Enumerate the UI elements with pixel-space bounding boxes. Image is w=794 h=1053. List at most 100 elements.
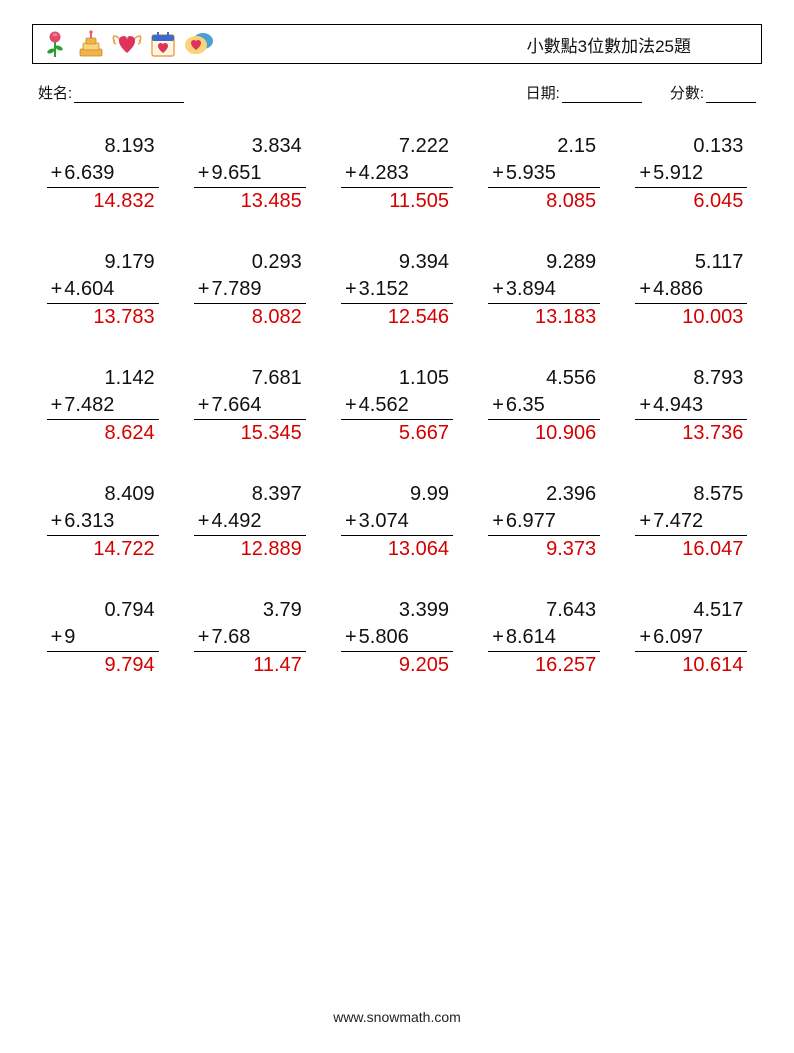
problem: 8.409+6.31314.722 — [47, 481, 159, 563]
answer: 13.064 — [341, 536, 453, 563]
operator-row: +3.152 — [341, 276, 453, 304]
operator-row: +4.886 — [635, 276, 747, 304]
name-blank[interactable] — [74, 88, 184, 103]
answer: 11.47 — [194, 652, 306, 679]
answer: 8.085 — [488, 188, 600, 215]
date-blank[interactable] — [562, 88, 642, 103]
problem: 9.289+3.89413.183 — [488, 249, 600, 331]
problem: 3.79+7.6811.47 — [194, 597, 306, 679]
operand-b: 4.283 — [359, 160, 449, 187]
operator-row: +4.943 — [635, 392, 747, 420]
answer: 8.624 — [47, 420, 159, 447]
answer: 9.373 — [488, 536, 600, 563]
answer: 12.546 — [341, 304, 453, 331]
worksheet-page: 小數點3位數加法25題 姓名: 日期: 分數: 8.193+6.63914.83… — [0, 0, 794, 1053]
operand-b: 7.482 — [64, 392, 154, 419]
operand-a: 8.397 — [194, 481, 306, 508]
problems-grid: 8.193+6.63914.832 3.834+9.65113.485 7.222+… — [32, 133, 762, 679]
problem: 7.643+8.61416.257 — [488, 597, 600, 679]
operator-row: +7.472 — [635, 508, 747, 536]
answer: 10.906 — [488, 420, 600, 447]
operator-row: +7.789 — [194, 276, 306, 304]
operator: + — [51, 624, 63, 651]
operand-b: 6.313 — [64, 508, 154, 535]
operator: + — [345, 392, 357, 419]
problem: 4.517+6.09710.614 — [635, 597, 747, 679]
operator-row: +9.651 — [194, 160, 306, 188]
problem: 3.834+9.65113.485 — [194, 133, 306, 215]
operand-b: 5.912 — [653, 160, 743, 187]
answer: 5.667 — [341, 420, 453, 447]
operand-a: 0.293 — [194, 249, 306, 276]
header-icons — [39, 28, 215, 60]
operand-b: 3.152 — [359, 276, 449, 303]
operand-a: 3.399 — [341, 597, 453, 624]
operator-row: +4.562 — [341, 392, 453, 420]
operator-row: +5.912 — [635, 160, 747, 188]
operand-a: 8.193 — [47, 133, 159, 160]
score-blank[interactable] — [706, 88, 756, 103]
answer: 12.889 — [194, 536, 306, 563]
problem: 7.222+4.28311.505 — [341, 133, 453, 215]
operator: + — [639, 160, 651, 187]
problem: 7.681+7.66415.345 — [194, 365, 306, 447]
operator-row: +4.492 — [194, 508, 306, 536]
operator: + — [492, 508, 504, 535]
operand-a: 4.517 — [635, 597, 747, 624]
operand-a: 3.834 — [194, 133, 306, 160]
operator: + — [51, 508, 63, 535]
answer: 10.003 — [635, 304, 747, 331]
operator: + — [492, 160, 504, 187]
problem: 9.99+3.07413.064 — [341, 481, 453, 563]
operator-row: +6.35 — [488, 392, 600, 420]
operand-a: 9.289 — [488, 249, 600, 276]
problem: 2.15+5.9358.085 — [488, 133, 600, 215]
answer: 9.205 — [341, 652, 453, 679]
operand-a: 3.79 — [194, 597, 306, 624]
header-bar: 小數點3位數加法25題 — [32, 24, 762, 64]
operand-b: 9 — [64, 624, 154, 651]
problem: 8.397+4.49212.889 — [194, 481, 306, 563]
operator-row: +6.313 — [47, 508, 159, 536]
answer: 11.505 — [341, 188, 453, 215]
operator: + — [345, 276, 357, 303]
operator-row: +8.614 — [488, 624, 600, 652]
operand-b: 3.074 — [359, 508, 449, 535]
score-label: 分數: — [670, 82, 704, 103]
cake-icon — [75, 28, 107, 60]
operator: + — [492, 392, 504, 419]
operator: + — [198, 160, 210, 187]
problem: 3.399+5.8069.205 — [341, 597, 453, 679]
operator: + — [639, 624, 651, 651]
operand-b: 7.664 — [211, 392, 301, 419]
operand-a: 7.681 — [194, 365, 306, 392]
operator: + — [51, 392, 63, 419]
operator: + — [51, 276, 63, 303]
answer: 13.485 — [194, 188, 306, 215]
operand-a: 8.409 — [47, 481, 159, 508]
problem: 5.117+4.88610.003 — [635, 249, 747, 331]
operand-b: 7.68 — [211, 624, 301, 651]
operand-a: 4.556 — [488, 365, 600, 392]
operand-a: 9.99 — [341, 481, 453, 508]
operand-a: 7.643 — [488, 597, 600, 624]
problem: 2.396+6.9779.373 — [488, 481, 600, 563]
problem: 8.193+6.63914.832 — [47, 133, 159, 215]
problem: 1.105+4.5625.667 — [341, 365, 453, 447]
answer: 10.614 — [635, 652, 747, 679]
problem: 4.556+6.3510.906 — [488, 365, 600, 447]
operator-row: +6.977 — [488, 508, 600, 536]
name-field: 姓名: — [38, 82, 184, 103]
operand-b: 6.639 — [64, 160, 154, 187]
operator: + — [639, 276, 651, 303]
operand-b: 4.562 — [359, 392, 449, 419]
answer: 8.082 — [194, 304, 306, 331]
operand-b: 7.789 — [211, 276, 301, 303]
operand-b: 6.35 — [506, 392, 596, 419]
operand-a: 8.575 — [635, 481, 747, 508]
operand-a: 0.133 — [635, 133, 747, 160]
answer: 16.257 — [488, 652, 600, 679]
operand-a: 1.142 — [47, 365, 159, 392]
operator-row: +3.894 — [488, 276, 600, 304]
operator: + — [345, 160, 357, 187]
